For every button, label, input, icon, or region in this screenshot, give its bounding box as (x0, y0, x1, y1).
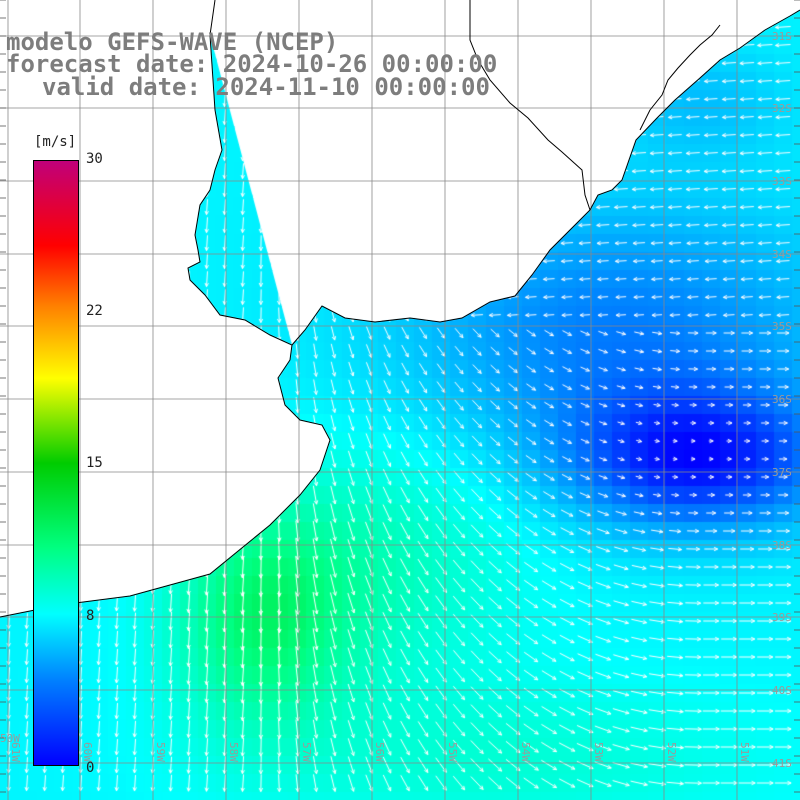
latitude-label: 33S (772, 175, 792, 188)
longitude-label: 59W (154, 742, 167, 762)
latitude-label: 32S (772, 102, 792, 115)
colorbar-tick-30: 30 (86, 151, 103, 167)
longitude-labels: 61W 60W 59W 58W 57W 56W 55W 54W 53W 52W 51W 50W (0, 732, 751, 762)
latitude-label: 31S (772, 30, 792, 43)
latitude-label: 34S (772, 248, 792, 261)
colorbar-tick-22: 22 (86, 303, 103, 319)
model-title: modelo GEFS-WAVE (NCEP) (6, 28, 339, 56)
colorbar-tick-0: 0 (86, 760, 95, 776)
latitude-label: 37S (772, 466, 792, 479)
longitude-label: 55W (446, 742, 459, 762)
longitude-label: 58W (227, 742, 240, 762)
colorbar-tick-8: 8 (86, 608, 95, 624)
latitude-label: 36S (772, 393, 792, 406)
valid-date: valid date: 2024-11-10 00:00:00 (42, 73, 490, 101)
longitude-label: 53W (592, 742, 605, 762)
colorbar-tick-15: 15 (86, 455, 103, 471)
latitude-label: 39S (772, 611, 792, 624)
longitude-label: 54W (519, 742, 532, 762)
coastline (0, 0, 331, 618)
longitude-label: 51W (738, 742, 751, 762)
latitude-label: 38S (772, 539, 792, 552)
forecast-date: forecast date: 2024-10-26 00:00:00 (6, 50, 498, 78)
longitude-label: 60W (81, 742, 94, 762)
latitude-label: 40S (772, 684, 792, 697)
latitude-label: 35S (772, 320, 792, 333)
longitude-label: 50W (0, 732, 20, 745)
longitude-label: 57W (300, 742, 313, 762)
longitude-label: 52W (665, 742, 678, 762)
colorbar (33, 160, 79, 766)
river-plate-coastline (291, 9, 800, 346)
longitude-label: 56W (373, 742, 386, 762)
colorbar-unit: [m/s] (34, 134, 77, 150)
latitude-label: 41S (772, 757, 792, 770)
lagoon-coastline (469, 0, 721, 211)
longitude-label: 61W (9, 742, 22, 762)
latitude-labels: 31S 32S 33S 34S 35S 36S 37S 38S 39S 40S 41S (772, 30, 792, 770)
